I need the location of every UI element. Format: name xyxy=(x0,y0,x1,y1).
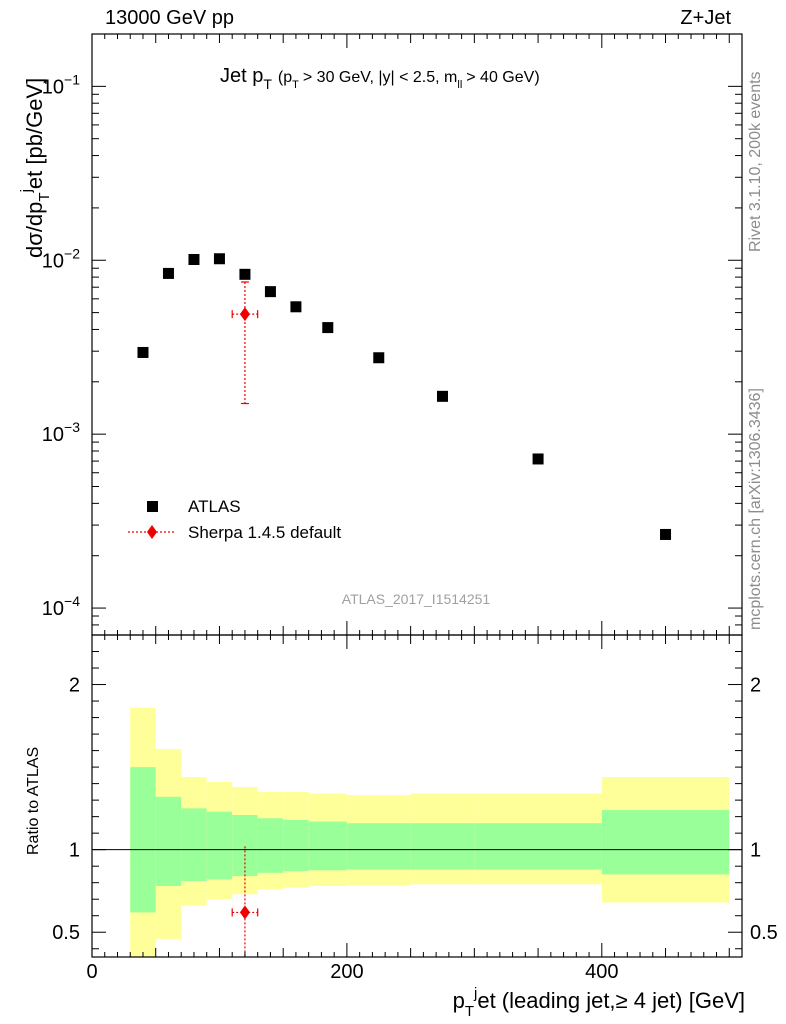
ratio-y-tick-label-right: 1 xyxy=(750,840,761,862)
process-label: Z+Jet xyxy=(680,7,731,29)
legend-atlas-marker xyxy=(147,501,158,512)
main-y-tick-label: 10−1 xyxy=(42,71,80,98)
ratio-plot-frame xyxy=(91,634,743,958)
atlas-data-point xyxy=(322,322,334,334)
axis-ticks xyxy=(91,33,743,957)
legend: ATLAS Sherpa 1.4.5 default xyxy=(128,497,341,542)
atlas-data-point xyxy=(373,352,385,364)
ratio-band-inner xyxy=(474,823,602,870)
plot-title-cuts-sub: T xyxy=(292,79,299,91)
mc-points xyxy=(231,281,259,405)
plot-title-cuts-rest-2: > 40 GeV) xyxy=(466,69,539,86)
atlas-data-point xyxy=(532,453,544,465)
side-rivet-label: Rivet 3.1.10, 200k events xyxy=(747,71,764,252)
main-y-axis-title: dσ/dpTjet [pb/GeV] xyxy=(18,78,53,258)
ratio-band-inner xyxy=(181,808,207,882)
main-y-tick-label: 10−3 xyxy=(42,419,80,446)
legend-sherpa-marker xyxy=(147,525,157,539)
ratio-band-inner xyxy=(206,811,233,880)
ratio-band-inner xyxy=(601,810,730,875)
x-tick-label: 200 xyxy=(330,961,363,983)
x-tick-label: 400 xyxy=(585,961,618,983)
ratio-y-tick-label-right: 2 xyxy=(750,675,761,697)
atlas-data-point xyxy=(239,268,251,280)
ratio-y-tick-label-left: 0.5 xyxy=(52,922,80,944)
x-tick-label: 0 xyxy=(86,961,97,983)
plot-title-main: Jet p xyxy=(220,65,263,87)
ratio-y-axis-title: Ratio to ATLAS xyxy=(25,747,42,855)
plot-title-cuts: (p xyxy=(278,69,292,86)
atlas-data-point xyxy=(162,267,174,279)
atlas-data-point xyxy=(137,346,149,358)
side-mcplots-label: mcplots.cern.ch [arXiv:1306.3436] xyxy=(747,388,764,630)
atlas-data-point xyxy=(264,286,276,298)
ratio-y-tick-label-right: 0.5 xyxy=(750,922,778,944)
ratio-band-inner xyxy=(130,767,156,913)
main-y-tick-label: 10−2 xyxy=(42,245,80,272)
ratio-band-inner xyxy=(410,823,475,870)
ratio-band-inner xyxy=(232,814,258,877)
beam-label: 13000 GeV pp xyxy=(105,7,234,29)
atlas-data-point xyxy=(660,528,672,540)
atlas-data-point xyxy=(188,254,200,266)
plot-title-cuts-rest-1: > 30 GeV, |y| < 2.5, m xyxy=(303,69,457,86)
ratio-mc-data-point xyxy=(239,905,250,920)
ratio-y-tick-label-left: 1 xyxy=(69,840,80,862)
main-data-points xyxy=(137,253,672,540)
ratio-band-inner xyxy=(257,818,284,873)
atlas-data-point xyxy=(213,253,225,265)
axis-tick-labels: 10−1 10−2 10−3 10−4 2 2 1 1 0.5 0.5 0 200 400 xyxy=(42,71,778,983)
main-plot-frame xyxy=(91,33,743,636)
plot-title-cuts-sub2: ll xyxy=(457,79,462,91)
ratio-band-inner xyxy=(155,796,182,886)
mc-data-point xyxy=(239,307,250,322)
ratio-band-inner xyxy=(283,819,309,872)
ratio-band-inner xyxy=(346,823,411,870)
axis-frames xyxy=(91,33,743,958)
ratio-bands xyxy=(130,707,730,957)
legend-sherpa-label: Sherpa 1.4.5 default xyxy=(188,523,341,542)
plot-title: Jet pT (pT > 30 GeV, |y| < 2.5, mll > 40 Ge… xyxy=(220,65,540,92)
plot-title-sub: T xyxy=(263,76,272,92)
main-y-tick-label: 10−4 xyxy=(42,593,80,620)
ratio-y-tick-label-left: 2 xyxy=(69,675,80,697)
legend-atlas-label: ATLAS xyxy=(188,497,241,516)
x-axis-title: pTjet (leading jet,≥ 4 jet) [GeV] xyxy=(453,985,745,1020)
atlas-data-point xyxy=(436,390,448,402)
ratio-mc-points xyxy=(231,846,259,957)
analysis-id-label: ATLAS_2017_I1514251 xyxy=(342,591,491,607)
ratio-band-inner xyxy=(308,821,347,871)
atlas-data-point xyxy=(290,301,302,313)
